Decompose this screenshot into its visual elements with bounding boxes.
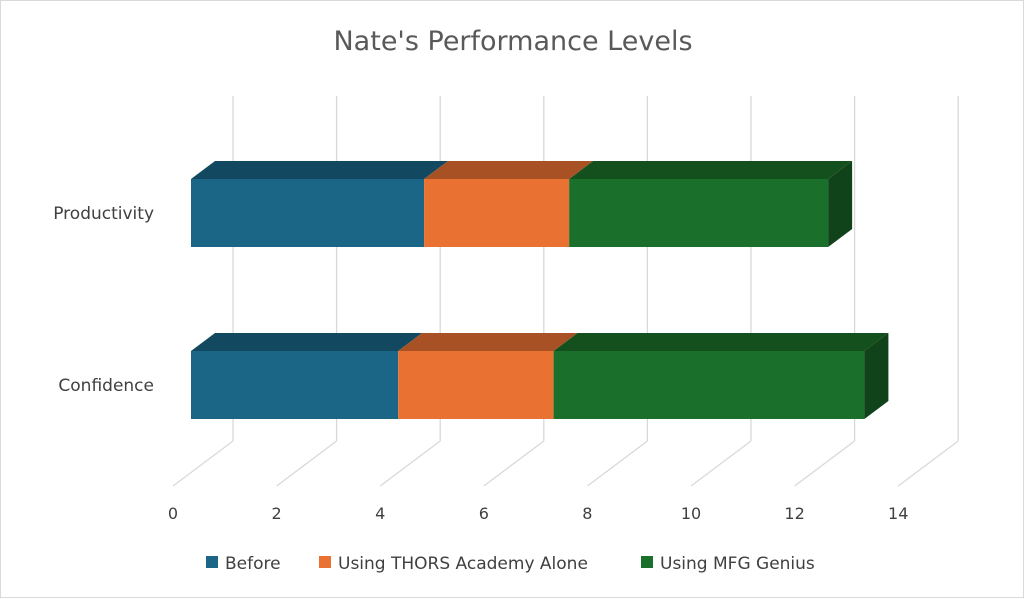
x-tick-label: 14 xyxy=(888,504,908,523)
x-tick-label: 0 xyxy=(168,504,178,523)
bar-segment xyxy=(569,179,829,247)
legend-label: Before xyxy=(225,554,281,574)
bar-segment xyxy=(553,351,865,419)
x-tick-label: 6 xyxy=(479,504,489,523)
category-label: Confidence xyxy=(58,376,154,396)
legend-swatch xyxy=(641,556,653,568)
legend-swatch xyxy=(319,556,331,568)
bar-segment xyxy=(191,179,425,247)
bar-segment xyxy=(191,351,399,419)
x-tick-label: 4 xyxy=(375,504,385,523)
category-labels: Productivity Confidence xyxy=(53,204,154,396)
chart-title: Nate's Performance Levels xyxy=(333,26,692,57)
gridline-floor xyxy=(587,440,648,487)
legend-swatch xyxy=(206,556,218,568)
x-tick-label: 10 xyxy=(681,504,701,523)
bar-side-face xyxy=(828,161,853,247)
bar-segment xyxy=(398,351,554,419)
bar-segment xyxy=(424,179,570,247)
bar-top-face xyxy=(569,161,853,179)
gridline-floor xyxy=(379,440,441,487)
gridline-floor xyxy=(276,440,337,487)
legend-label: Using THORS Academy Alone xyxy=(338,554,588,574)
gridline-floor xyxy=(897,440,959,487)
bar-top-face xyxy=(553,333,889,351)
bar-top-face xyxy=(191,161,449,179)
bar-side-face xyxy=(864,333,889,419)
x-tick-label: 12 xyxy=(784,504,804,523)
gridline-floor xyxy=(794,440,855,487)
bar-top-face xyxy=(398,333,578,351)
x-tick-label: 2 xyxy=(272,504,282,523)
gridlines xyxy=(172,96,959,487)
legend-label: Using MFG Genius xyxy=(660,554,815,574)
gridline-floor xyxy=(483,440,545,487)
bar-top-face xyxy=(191,333,423,351)
x-axis-ticks: 0 2 4 6 8 10 12 14 xyxy=(168,504,908,523)
gridline-floor xyxy=(690,440,752,487)
category-label: Productivity xyxy=(53,204,154,224)
bar-top-face xyxy=(424,161,594,179)
legend: Before Using THORS Academy Alone Using MFG… xyxy=(206,554,815,574)
bars xyxy=(191,161,889,419)
gridline-floor xyxy=(172,440,234,487)
x-tick-label: 8 xyxy=(582,504,592,523)
